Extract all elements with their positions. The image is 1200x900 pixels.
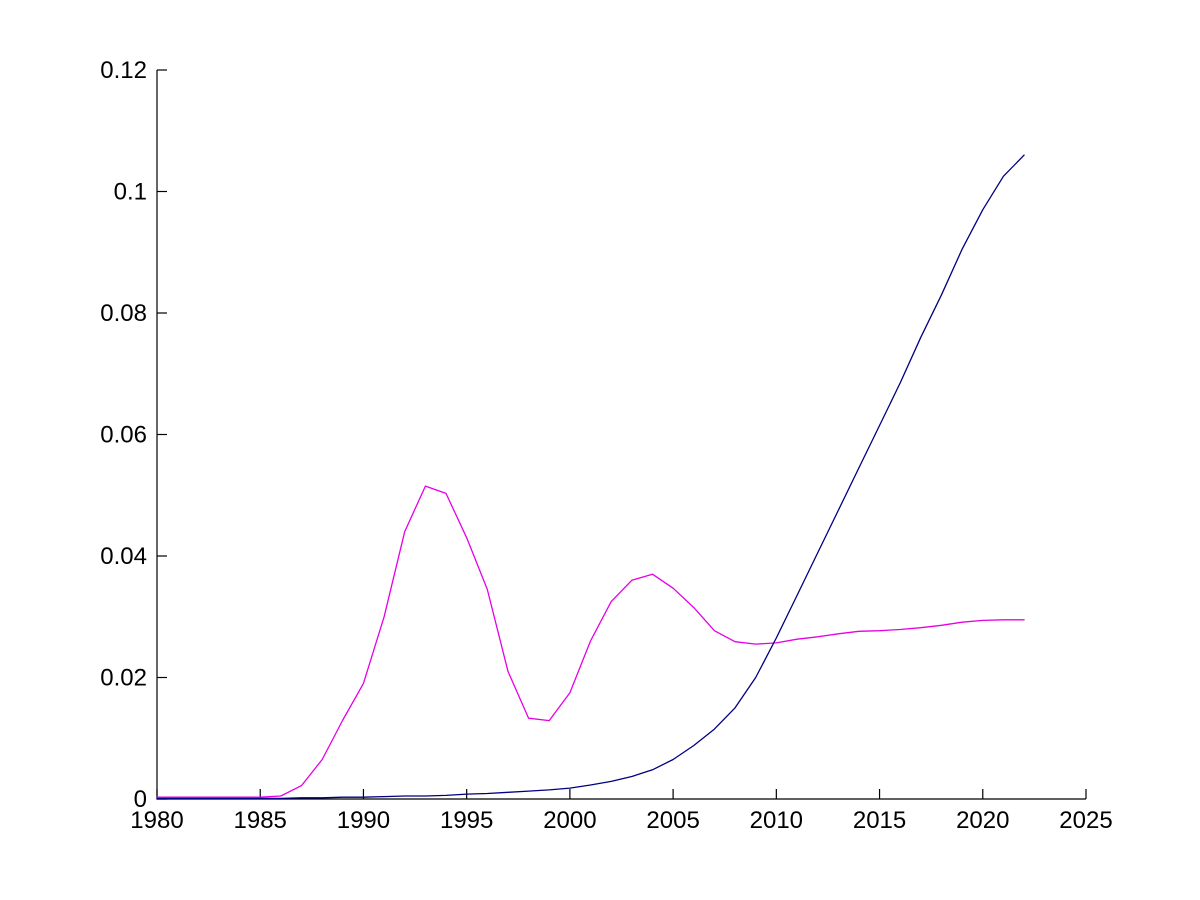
axis-frame (156, 70, 1086, 800)
y-axis-tick-label: 0.1 (114, 179, 147, 206)
y-axis-tick-label: 0 (134, 786, 147, 813)
x-axis-tick-label: 2010 (750, 807, 803, 834)
x-axis-tick-label: 1985 (234, 807, 287, 834)
x-axis-tick-label: 2000 (543, 807, 596, 834)
x-axis-tick-label: 2020 (956, 807, 1009, 834)
x-axis-tick-label: 1995 (440, 807, 493, 834)
y-axis-tick-label: 0.02 (100, 665, 147, 692)
y-axis-tick-label: 0.04 (100, 543, 147, 570)
x-axis-tick-label: 2015 (853, 807, 906, 834)
x-axis-tick-label: 2005 (646, 807, 699, 834)
y-axis-tick-label: 0.08 (100, 300, 147, 327)
x-axis-tick-label: 1980 (130, 807, 183, 834)
y-axis-tick-label: 0.06 (100, 422, 147, 449)
x-axis-tick-label: 2025 (1059, 807, 1112, 834)
series-magenta-line (156, 485, 1025, 798)
x-axis-tick-label: 1990 (337, 807, 390, 834)
y-axis-tick-label: 0.12 (100, 57, 147, 84)
series-dark-blue-line (156, 154, 1025, 800)
